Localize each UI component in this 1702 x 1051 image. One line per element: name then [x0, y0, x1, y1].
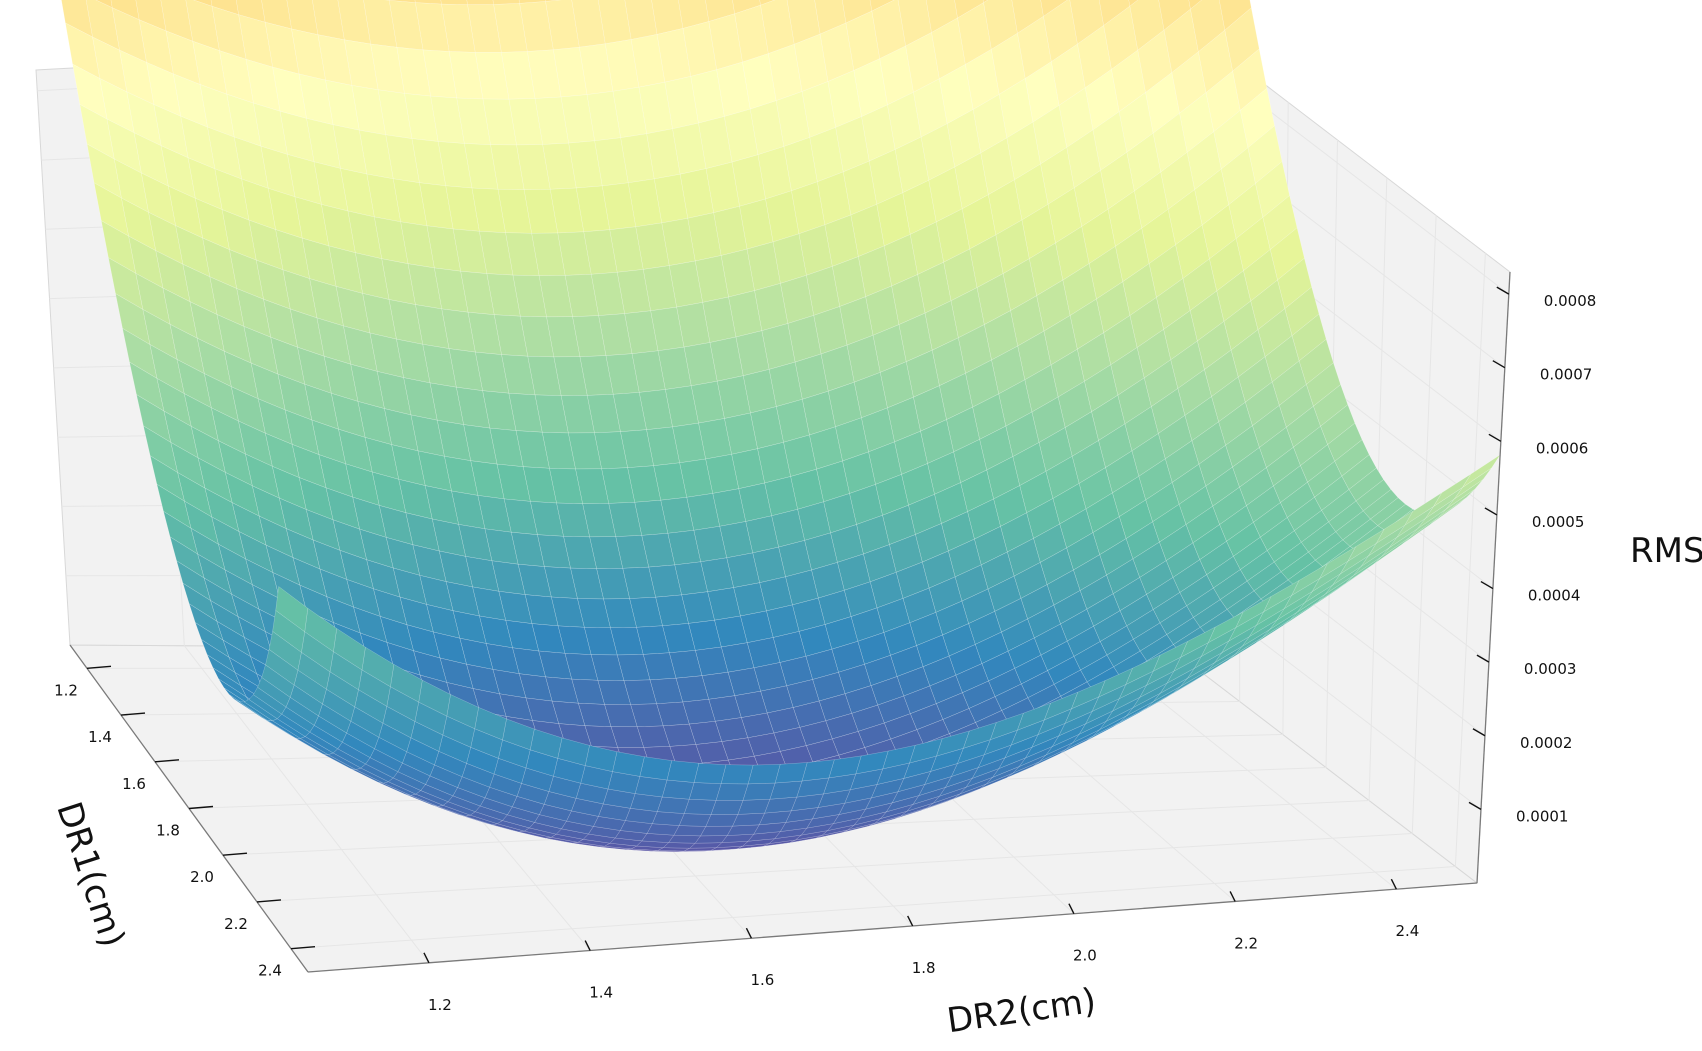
- surface-cell: [652, 812, 684, 826]
- surface-cell: [662, 780, 694, 799]
- y-tick-label-2.2: 2.2: [1234, 934, 1258, 952]
- z-tick-label-0.0003: 0.0003: [1524, 660, 1577, 678]
- x-tick-label-1.4: 1.4: [88, 728, 112, 746]
- z-tick-label-0.0001: 0.0001: [1516, 807, 1569, 825]
- surface-cell: [684, 799, 716, 814]
- z-tick-label-0.0002: 0.0002: [1520, 734, 1573, 752]
- y-tick-label-1.6: 1.6: [750, 971, 774, 989]
- z-tick-label-0.0005: 0.0005: [1532, 513, 1585, 531]
- surface-cell: [694, 763, 726, 784]
- y-tick-label-2.0: 2.0: [1073, 947, 1097, 965]
- z-tick-label-0.0006: 0.0006: [1536, 439, 1589, 457]
- surface-cell: [667, 761, 699, 783]
- surface-cell: [657, 797, 689, 814]
- surface-cell: [640, 757, 672, 780]
- surface-cell: [706, 814, 738, 826]
- surface-cell: [674, 826, 706, 836]
- x-tick-label-1.2: 1.2: [54, 681, 78, 699]
- z-tick-label-0.0007: 0.0007: [1540, 366, 1593, 384]
- surface-cell: [669, 835, 701, 843]
- surface-cell: [689, 783, 721, 801]
- surface-cell: [748, 764, 780, 784]
- z-axis-label: RMS: [1630, 531, 1702, 571]
- y-tick-label-1.8: 1.8: [912, 959, 936, 977]
- x-tick-label-2.2: 2.2: [224, 915, 248, 933]
- surface-cell: [721, 765, 753, 784]
- y-tick-label-2.4: 2.4: [1395, 922, 1419, 940]
- x-axis-label: DR1(cm): [48, 797, 132, 952]
- x-tick-label-1.6: 1.6: [122, 775, 146, 793]
- x-tick-label-2.0: 2.0: [190, 868, 214, 886]
- x-tick-label-1.8: 1.8: [156, 822, 180, 840]
- surface-cell: [716, 784, 748, 801]
- surface-cell: [711, 800, 743, 814]
- surface-cell: [679, 814, 711, 827]
- x-tick-label-2.4: 2.4: [258, 962, 282, 980]
- y-axis-label: DR2(cm): [945, 981, 1099, 1041]
- y-tick-label-1.2: 1.2: [428, 996, 452, 1014]
- z-tick-label-0.0008: 0.0008: [1544, 292, 1597, 310]
- z-tick-label-0.0004: 0.0004: [1528, 587, 1581, 605]
- y-tick-label-1.4: 1.4: [589, 984, 613, 1002]
